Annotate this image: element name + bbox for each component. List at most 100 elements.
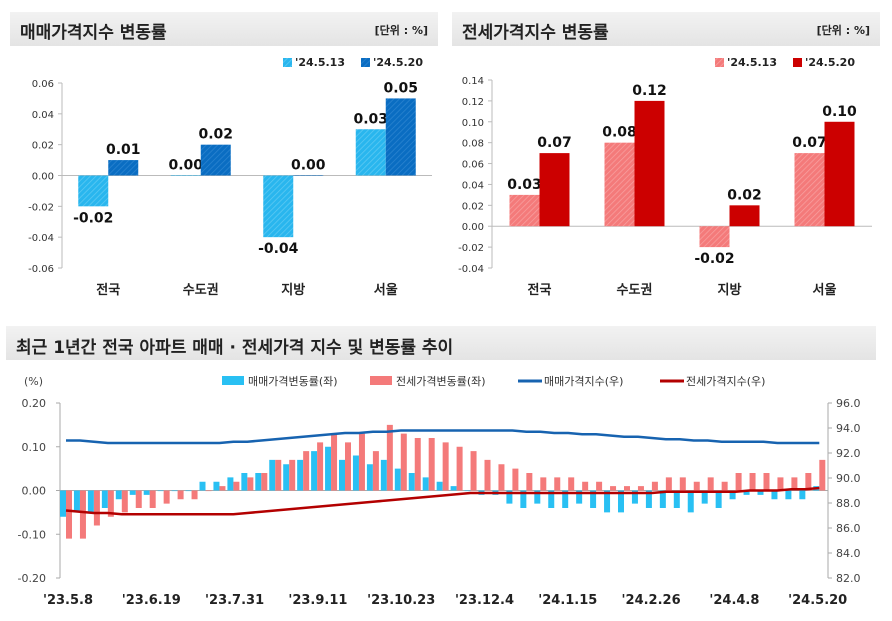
x-tick-label: '23.5.8	[43, 593, 93, 608]
jeonse-change-bar	[707, 477, 714, 491]
legend-label: 매매가격변동률(좌)	[248, 375, 338, 388]
sale-change-bar	[576, 490, 583, 504]
legend-label: '24.5.20	[373, 56, 423, 69]
data-label: -0.04	[258, 241, 299, 257]
sale-change-bar	[520, 490, 527, 508]
jeonse-change-bar	[233, 481, 240, 491]
bar-current	[824, 121, 855, 227]
jeonse-change-bar	[456, 446, 463, 491]
legend-label: 전세가격지수(우)	[686, 375, 765, 388]
y2-tick-label: 88.0	[836, 497, 861, 510]
category-label: 서울	[813, 282, 837, 298]
jeonse-change-bar	[819, 459, 826, 491]
jeonse-change-bar	[610, 486, 617, 491]
legend-swatch	[361, 58, 370, 67]
sale-change-bar	[366, 464, 373, 491]
x-tick-label: '23.6.19	[122, 593, 181, 608]
y-axis-unit: (%)	[24, 375, 43, 388]
jeonse-change-bar	[805, 473, 812, 491]
y-tick-label: 0.08	[462, 139, 484, 150]
jeonse-index-line	[65, 486, 820, 516]
y2-tick-label: 94.0	[836, 422, 861, 435]
legend-swatch	[370, 376, 392, 385]
panel1-header: 매매가격지수 변동률 [단위 : %]	[10, 12, 438, 46]
y2-tick-label: 84.0	[836, 547, 861, 560]
data-label: -0.02	[73, 210, 113, 226]
y-tick-label: -0.02	[28, 202, 54, 213]
y-tick-label: -0.04	[28, 233, 54, 244]
sale-change-bar	[757, 490, 764, 495]
jeonse-change-bar	[289, 459, 296, 491]
sale-change-bar	[255, 473, 262, 491]
legend-swatch	[715, 58, 724, 67]
sale-change-bar	[87, 490, 94, 513]
sale-change-bar	[464, 490, 471, 492]
panel1-title: 매매가격지수 변동률	[20, 23, 167, 43]
jeonse-change-bar	[498, 464, 505, 491]
category-label: 전국	[96, 282, 120, 298]
category-label: 지방	[718, 282, 742, 298]
category-label: 수도권	[617, 283, 653, 298]
legend-label: '24.5.13	[727, 56, 777, 69]
jeonse-change-bar	[428, 438, 435, 491]
jeonse-change-bar	[79, 490, 86, 539]
sale-change-bar	[60, 490, 66, 517]
y2-tick-label: 92.0	[836, 447, 861, 460]
jeonse-change-bar	[749, 473, 756, 491]
jeonse-change-bar	[177, 490, 184, 500]
sale-change-bar	[799, 490, 806, 500]
panel3-title: 최근 1년간 전국 아파트 매매 · 전세가격 지수 및 변동률 추이	[16, 338, 454, 358]
data-label: -0.02	[694, 251, 734, 267]
jeonse-change-bar	[735, 473, 742, 491]
x-tick-label: '23.7.31	[205, 593, 264, 608]
sale-change-bar	[157, 490, 164, 492]
sale-change-bar	[129, 490, 136, 495]
sale-change-bar	[785, 490, 792, 500]
sale-change-bar	[548, 490, 555, 508]
bar-previous	[170, 175, 201, 176]
jeonse-change-bar	[554, 477, 561, 491]
sale-change-bar	[394, 468, 401, 491]
y-tick-label: 0.02	[32, 141, 54, 152]
sale-change-bar	[562, 490, 569, 508]
legend-swatch	[283, 58, 292, 67]
jeonse-change-bar	[777, 477, 784, 491]
jeonse-change-bar	[93, 490, 100, 526]
y-tick-label: 0.04	[462, 180, 484, 191]
sale-change-bar	[171, 490, 178, 492]
sale-change-bar	[115, 490, 122, 500]
x-tick-label: '23.9.11	[288, 593, 347, 608]
sale-change-bar	[618, 490, 624, 513]
sale-change-bar	[269, 459, 276, 491]
sale-change-bar	[408, 473, 415, 491]
y-tick-label: 0.14	[462, 76, 484, 87]
bar-current	[539, 153, 570, 227]
bar-current	[634, 100, 665, 227]
jeonse-change-bar	[470, 451, 477, 491]
panel3-header: 최근 1년간 전국 아파트 매매 · 전세가격 지수 및 변동률 추이	[6, 326, 876, 360]
y-tick-label: 0.00	[32, 172, 54, 183]
sale-change-bar	[283, 464, 290, 491]
bar-previous	[794, 153, 825, 227]
legend-label: '24.5.13	[295, 56, 345, 69]
sale-change-bar	[645, 490, 652, 508]
jeonse-change-bar	[400, 433, 407, 491]
sale-change-bar	[590, 490, 597, 508]
panel1-unit: [단위 : %]	[374, 24, 428, 37]
data-label: 0.07	[792, 135, 827, 151]
y-tick-label: 0.00	[22, 485, 47, 498]
jeonse-change-bar	[582, 481, 589, 491]
jeonse-change-bar	[261, 473, 268, 491]
legend-label: '24.5.20	[805, 56, 855, 69]
sale-change-bar	[199, 481, 206, 491]
sale-change-bar	[659, 490, 666, 508]
y2-tick-label: 96.0	[836, 397, 861, 410]
sale-change-bar	[604, 490, 611, 513]
panel2-unit: [단위 : %]	[816, 24, 870, 37]
sale-change-bar	[213, 481, 220, 491]
panel2-header: 전세가격지수 변동률 [단위 : %]	[452, 12, 880, 46]
sale-change-bar	[143, 490, 150, 495]
bar-previous	[509, 194, 540, 227]
jeonse-change-bar	[191, 490, 198, 500]
data-label: 0.02	[198, 127, 233, 143]
